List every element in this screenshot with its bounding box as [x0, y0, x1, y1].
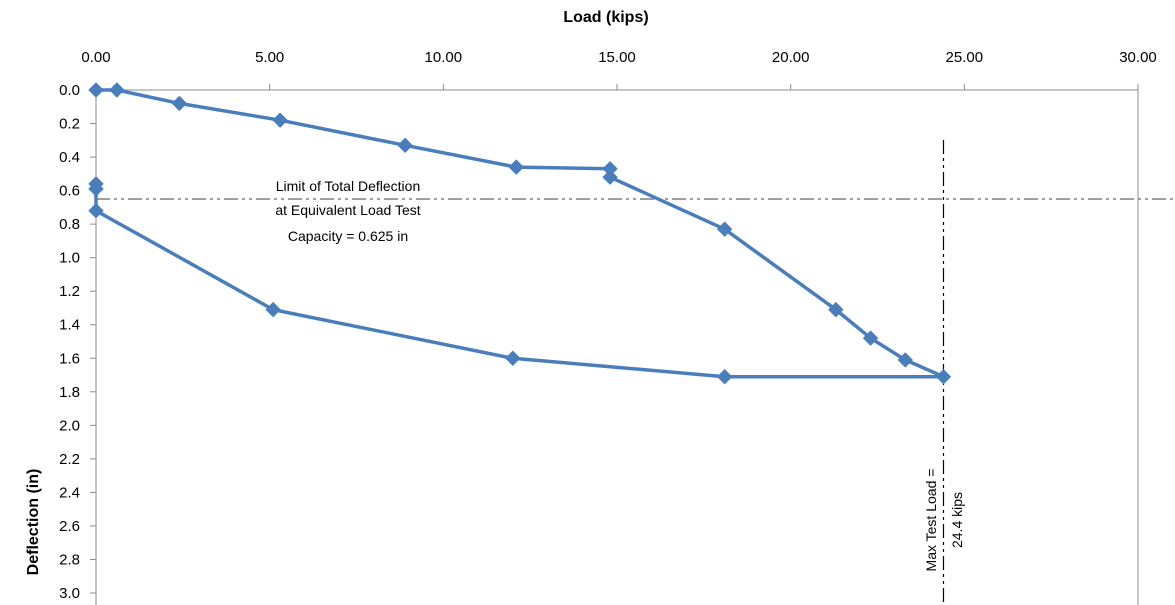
y-ticks: 0.0 0.2 0.4 0.6 0.8 1.0 1.2 1.4 1.6 1.8 2.0 2.2 2.4 2… — [59, 82, 96, 602]
data-point-marker — [109, 82, 125, 98]
series-group — [88, 82, 952, 385]
data-point-marker — [828, 301, 844, 318]
y-tick-label: 2.2 — [59, 451, 80, 468]
data-point-marker — [897, 352, 913, 368]
x-tick-label: 30.00 — [1119, 49, 1157, 66]
deflection-limit-annotation: Limit of Total Deflection at Equivalent … — [275, 178, 420, 244]
x-tick-label: 20.00 — [772, 49, 810, 66]
data-point-marker — [505, 350, 521, 366]
data-point-marker — [171, 95, 188, 112]
data-point-marker — [265, 301, 281, 318]
deflection-limit-line-3: Capacity = 0.625 in — [288, 228, 408, 244]
x-tick-label: 15.00 — [598, 49, 636, 66]
max-test-load-line-2: 24.4 kips — [949, 492, 965, 548]
y-tick-label: 2.6 — [59, 518, 80, 535]
max-test-load-line-1: Max Test Load = — [923, 469, 939, 572]
y-tick-label: 2.0 — [59, 417, 80, 434]
y-tick-label: 2.4 — [59, 484, 80, 501]
data-point-marker — [508, 159, 524, 175]
data-point-marker — [272, 112, 288, 128]
y-tick-label: 1.4 — [59, 317, 80, 334]
data-point-marker — [862, 330, 879, 346]
deflection-limit-line-2: at Equivalent Load Test — [275, 202, 420, 218]
data-point-marker — [935, 369, 952, 385]
x-tick-label: 5.00 — [255, 49, 284, 66]
y-tick-label: 1.2 — [59, 283, 80, 300]
y-tick-label: 2.8 — [59, 551, 80, 568]
y-tick-label: 0.0 — [59, 82, 80, 99]
data-point-marker — [88, 82, 104, 98]
reference-lines — [96, 140, 1175, 605]
series-line — [94, 88, 946, 379]
data-point-marker — [88, 203, 104, 219]
x-ticks: 0.00 5.00 10.00 15.00 20.00 25.00 30.00 — [81, 49, 1157, 90]
y-tick-label: 1.8 — [59, 384, 80, 401]
max-test-load-annotation: Max Test Load = 24.4 kips — [923, 469, 965, 572]
data-point-marker — [397, 137, 413, 154]
x-axis-title: Load (kips) — [563, 9, 648, 26]
y-tick-label: 0.2 — [59, 116, 80, 133]
deflection-limit-line-1: Limit of Total Deflection — [276, 178, 420, 194]
y-tick-label: 1.6 — [59, 350, 80, 367]
data-point-marker — [88, 176, 104, 192]
x-tick-label: 25.00 — [946, 49, 984, 66]
y-tick-label: 0.4 — [59, 149, 80, 166]
y-tick-label: 0.6 — [59, 183, 80, 200]
y-tick-label: 3.0 — [59, 585, 80, 602]
x-tick-label: 0.00 — [81, 49, 110, 66]
x-tick-label: 10.00 — [425, 49, 463, 66]
y-tick-label: 0.8 — [59, 216, 80, 233]
data-point-marker — [602, 169, 618, 185]
y-axis-title: Deflection (in) — [25, 469, 42, 576]
data-point-marker — [716, 221, 733, 237]
y-tick-label: 1.0 — [59, 250, 80, 267]
data-point-marker — [716, 369, 733, 385]
